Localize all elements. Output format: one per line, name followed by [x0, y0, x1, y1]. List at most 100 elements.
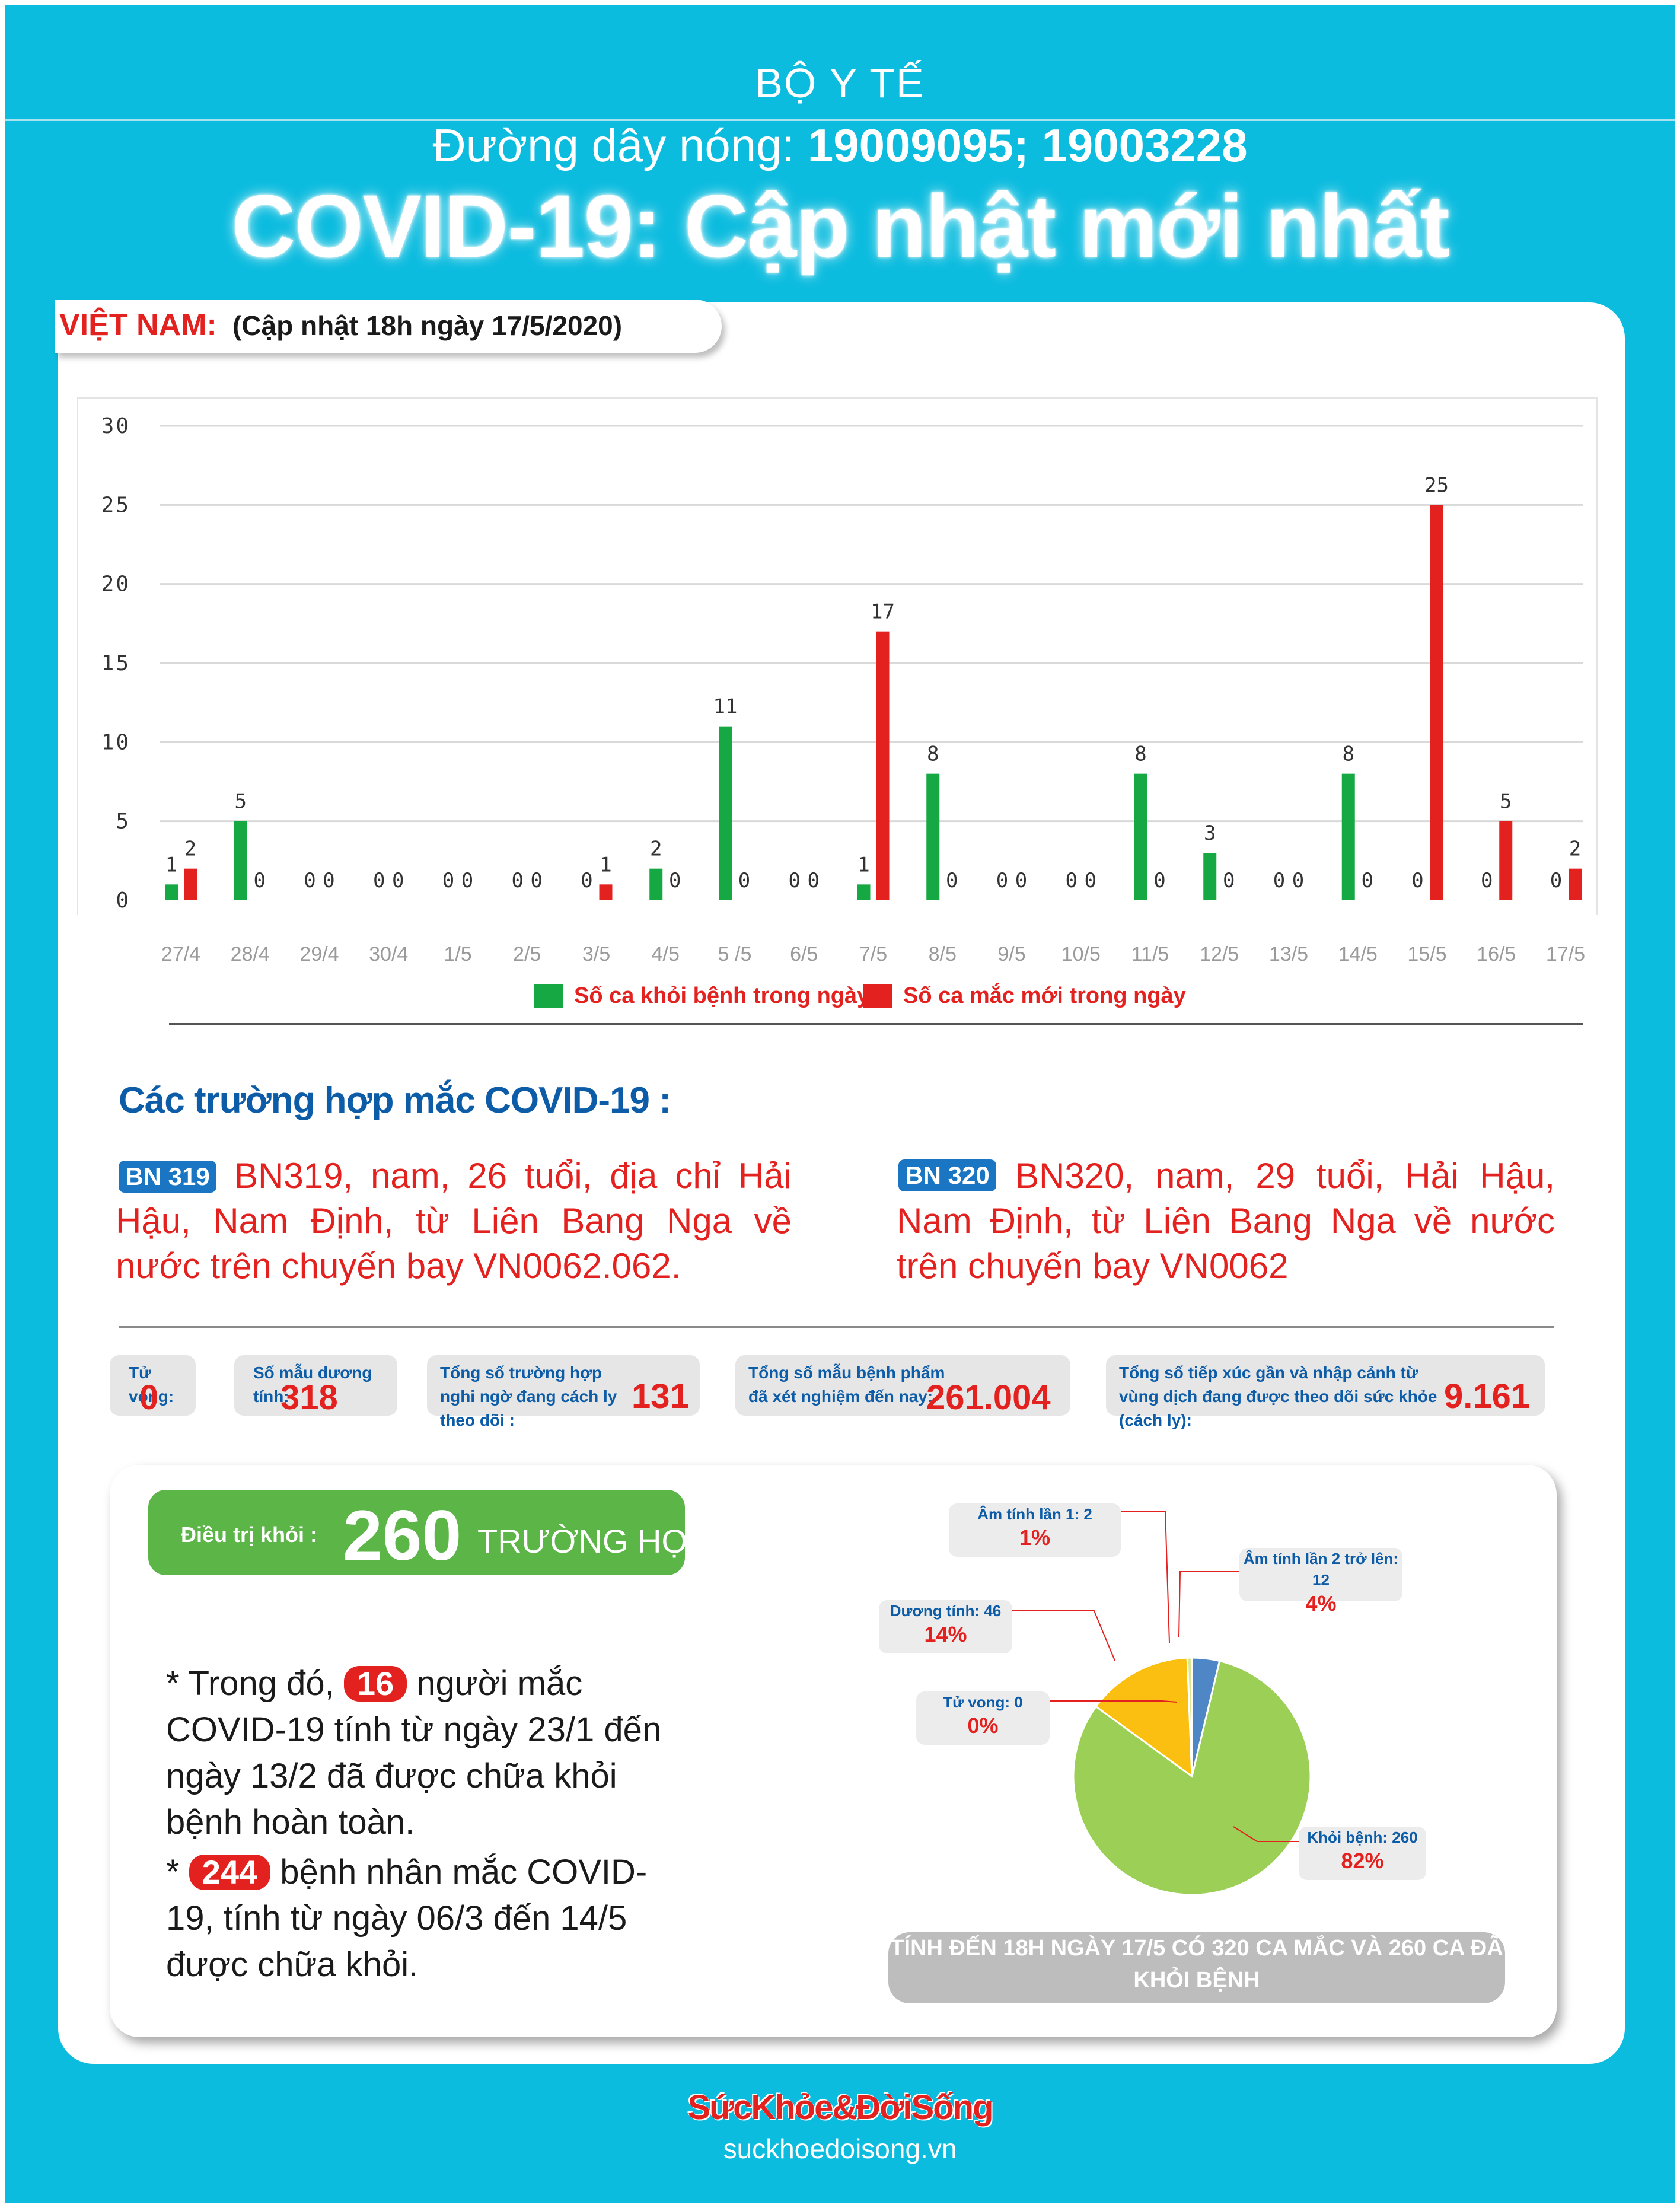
- pie-label-recovered-name: Khỏi bệnh: 260: [1307, 1828, 1418, 1846]
- x-tick-label: 4/5: [652, 943, 680, 966]
- case-text-320: BN320, nam, 29 tuổi, Hải Hậu, Nam Định, …: [897, 1156, 1555, 1286]
- bar: [1569, 868, 1582, 900]
- bar: [926, 773, 940, 900]
- brand-url[interactable]: suckhoedoisong.vn: [723, 2133, 957, 2164]
- x-tick-label: 7/5: [859, 943, 887, 966]
- data-label: 2: [650, 837, 662, 861]
- chart-frame: [77, 397, 1598, 915]
- data-label: 0: [1085, 869, 1096, 893]
- x-tick-label: 9/5: [997, 943, 1025, 966]
- case-badge-320: BN 320: [898, 1159, 996, 1191]
- x-tick-label: 27/4: [161, 943, 200, 966]
- y-tick-label: 20: [101, 572, 130, 597]
- data-label: 0: [1481, 869, 1493, 893]
- stat-tests: Tổng số mẫu bệnh phẩm đã xét nghiệm đến …: [735, 1355, 1070, 1417]
- stat-positive-value: 318: [280, 1378, 338, 1417]
- note1-text: người mắc COVID-19 tính từ ngày 23/1 đến…: [166, 1664, 662, 1841]
- stat-contacts: Tổng số tiếp xúc gần và nhập cảnh từ vùn…: [1106, 1355, 1545, 1429]
- data-label: 0: [996, 869, 1008, 893]
- data-label: 0: [1015, 869, 1027, 893]
- legend-swatch-new: [863, 984, 892, 1008]
- note-later-recoveries: * 244 bệnh nhân mắc COVID-19, tính từ ng…: [166, 1849, 688, 1988]
- pie-leader-line: [1178, 1571, 1239, 1637]
- x-tick-label: 14/5: [1338, 943, 1378, 966]
- chart-divider: [169, 1023, 1583, 1025]
- y-tick-label: 10: [101, 730, 130, 754]
- bar: [1499, 821, 1513, 900]
- pie-label-negative2-name: Âm tính lần 2 trở lên: 12: [1243, 1550, 1399, 1589]
- stat-contacts-value: 9.161: [1444, 1377, 1531, 1416]
- page-title: COVID-19: Cập nhật mới nhất: [231, 176, 1450, 276]
- pie-slice: [1072, 1659, 1312, 1896]
- ministry-name: BỘ Y TẾ: [755, 60, 925, 106]
- cases-title: Các trường hợp mắc COVID-19 :: [119, 1080, 671, 1121]
- pie-leader-line: [1121, 1511, 1170, 1643]
- brand-logo: SứcKhỏe&ĐờiSống: [0, 2088, 1680, 2127]
- legend-label-recovered: Số ca khỏi bệnh trong ngày: [574, 983, 870, 1008]
- x-tick-label: 16/5: [1477, 943, 1516, 966]
- data-label: 0: [461, 869, 473, 893]
- brand-logo-text: SứcKhỏe&ĐờiSống: [687, 2088, 993, 2127]
- data-label: 8: [1343, 743, 1354, 766]
- data-label: 0: [581, 869, 592, 893]
- region-tab: [55, 300, 722, 353]
- stat-positive-label: Số mẫu dương tính:: [253, 1363, 372, 1406]
- x-tick-label: 28/4: [231, 943, 270, 966]
- data-label: 0: [442, 869, 454, 893]
- stat-deaths-value: 0: [139, 1378, 159, 1417]
- bar: [599, 884, 613, 900]
- bar: [234, 821, 247, 900]
- data-label: 0: [1223, 869, 1235, 893]
- pie-leader-line: [1233, 1826, 1299, 1842]
- bar: [184, 868, 197, 900]
- bar: [876, 631, 890, 900]
- hotline-numbers: 19009095; 19003228: [807, 119, 1248, 171]
- data-label: 0: [789, 869, 801, 893]
- stat-contacts-label: Tổng số tiếp xúc gần và nhập cảnh từ vùn…: [1119, 1363, 1437, 1429]
- y-tick-label: 5: [116, 810, 130, 834]
- x-tick-label: 15/5: [1407, 943, 1446, 966]
- note2-prefix: *: [166, 1853, 189, 1891]
- note-early-recoveries: * Trong đó, 16 người mắc COVID-19 tính t…: [166, 1661, 688, 1846]
- x-tick-label: 1/5: [444, 943, 471, 966]
- data-label: 2: [184, 837, 196, 861]
- stat-deaths: Tử vong: 0: [110, 1355, 196, 1417]
- data-label: 0: [946, 869, 958, 893]
- pie-label-negative2: Âm tính lần 2 trở lên: 12 4%: [1239, 1548, 1402, 1616]
- header-divider: [5, 119, 1675, 121]
- pie-label-deaths-name: Tử vong: 0: [943, 1693, 1023, 1711]
- bar: [1134, 773, 1147, 900]
- data-label: 0: [1066, 869, 1078, 893]
- x-tick-label: 2/5: [513, 943, 541, 966]
- data-label: 0: [323, 869, 334, 893]
- data-label: 25: [1424, 473, 1449, 497]
- hotline-label: Đường dây nóng:: [432, 119, 808, 171]
- data-label: 0: [373, 869, 385, 893]
- pie-label-negative1: Âm tính lần 1: 2 1%: [949, 1503, 1121, 1557]
- pie-label-recovered-pct: 82%: [1341, 1849, 1384, 1873]
- x-tick-label: 30/4: [369, 943, 408, 966]
- pie-label-deaths-pct: 0%: [967, 1713, 999, 1738]
- x-tick-label: 11/5: [1131, 943, 1169, 966]
- stat-deaths-label: Tử vong:: [129, 1363, 174, 1406]
- bar: [649, 868, 663, 900]
- pie-label-positive: Dương tính: 46 14%: [879, 1600, 1012, 1653]
- bar: [857, 884, 871, 900]
- stat-suspected-label: Tổng số trường hợp nghi ngờ đang cách ly…: [440, 1363, 617, 1429]
- pie-label-positive-pct: 14%: [924, 1622, 967, 1646]
- bar: [165, 884, 178, 900]
- stat-tests-label: Tổng số mẫu bệnh phẩm đã xét nghiệm đến …: [748, 1363, 945, 1406]
- x-tick-label: 29/4: [299, 943, 339, 966]
- bar: [1203, 853, 1217, 900]
- case-badge-319: BN 319: [119, 1161, 216, 1193]
- data-label: 8: [927, 743, 939, 766]
- data-label: 0: [738, 869, 750, 893]
- data-label: 0: [531, 869, 543, 893]
- summary-banner: TÍNH ĐẾN 18H NGÀY 17/5 CÓ 320 CA MẮC VÀ …: [888, 1932, 1505, 2003]
- note1-prefix: * Trong đó,: [166, 1664, 344, 1703]
- x-tick-label: 13/5: [1269, 943, 1308, 966]
- data-label: 0: [1153, 869, 1165, 893]
- data-label: 2: [1569, 837, 1581, 861]
- pie-label-deaths: Tử vong: 0 0%: [916, 1691, 1050, 1745]
